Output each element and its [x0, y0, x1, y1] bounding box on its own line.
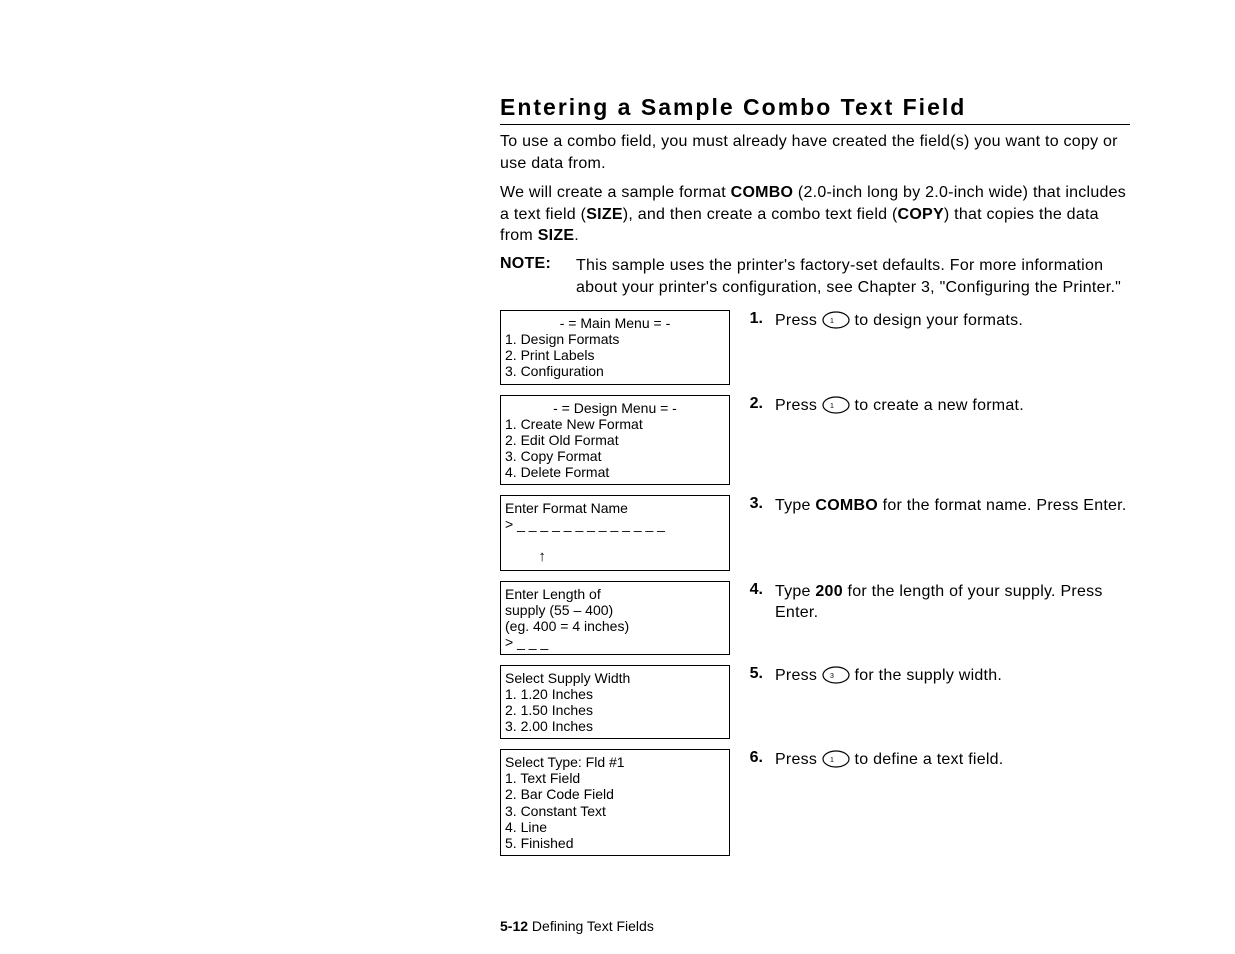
lcd-line: 2. Edit Old Format [505, 432, 725, 448]
step-row: Enter Length ofsupply (55 – 400)(eg. 400… [500, 581, 1130, 655]
step-text-pre: Press [775, 312, 822, 329]
key-1-icon: 1 [822, 750, 850, 768]
key-3-icon: 3 [822, 666, 850, 684]
intro-paragraph-1: To use a combo field, you must already h… [500, 131, 1130, 174]
lcd-line: 2. 1.50 Inches [505, 702, 725, 718]
lcd-column: Enter Length ofsupply (55 – 400)(eg. 400… [500, 581, 730, 655]
lcd-title: - = Main Menu = - [505, 315, 725, 331]
intro2-field3: SIZE [538, 227, 575, 244]
step-text: Type COMBO for the format name. Press En… [775, 495, 1130, 517]
lcd-line: 1. Text Field [505, 770, 725, 786]
step-text: Type 200 for the length of your supply. … [775, 581, 1130, 624]
intro2-format-name: COMBO [731, 184, 794, 201]
svg-text:1: 1 [830, 757, 834, 764]
step-number: 6. [730, 749, 775, 767]
step-row: - = Design Menu = -1. Create New Format2… [500, 395, 1130, 485]
lcd-line: 3. Constant Text [505, 803, 725, 819]
lcd-line: Enter Length of [505, 586, 725, 602]
lcd-column: Select Supply Width1. 1.20 Inches2. 1.50… [500, 665, 730, 739]
content-area: Entering a Sample Combo Text Field To us… [500, 94, 1130, 866]
step-number: 2. [730, 395, 775, 413]
step-text-seg: for the format name. Press Enter. [878, 497, 1127, 514]
lcd-line: 1. 1.20 Inches [505, 686, 725, 702]
note-label: NOTE: [500, 255, 576, 298]
lcd-column: - = Design Menu = -1. Create New Format2… [500, 395, 730, 485]
footer-page-number: 5-12 [500, 918, 528, 934]
step-row: Select Type: Fld #11. Text Field2. Bar C… [500, 749, 1130, 856]
step-number: 4. [730, 581, 775, 599]
lcd-line: (eg. 400 = 4 inches) [505, 618, 725, 634]
lcd-display: Enter Format Name> _ _ _ _ _ _ _ _ _ _ _… [500, 495, 730, 571]
lcd-title: - = Design Menu = - [505, 400, 725, 416]
intro2-mid2: ), and then create a combo text field ( [623, 206, 898, 223]
step-number: 5. [730, 665, 775, 683]
footer-chapter-title: Defining Text Fields [528, 918, 654, 934]
page: Entering a Sample Combo Text Field To us… [0, 0, 1235, 954]
step-number: 1. [730, 310, 775, 328]
step-text-seg: Type [775, 583, 815, 600]
lcd-line: 4. Delete Format [505, 464, 725, 480]
section-heading: Entering a Sample Combo Text Field [500, 94, 1130, 125]
step-text-post: for the supply width. [850, 667, 1002, 684]
step-text: Press 1 to define a text field. [775, 749, 1130, 771]
lcd-display: - = Main Menu = -1. Design Formats2. Pri… [500, 310, 730, 384]
lcd-line: 3. 2.00 Inches [505, 718, 725, 734]
lcd-column: Enter Format Name> _ _ _ _ _ _ _ _ _ _ _… [500, 495, 730, 571]
key-1-icon: 1 [822, 396, 850, 414]
step-text-post: to design your formats. [850, 312, 1023, 329]
lcd-display: - = Design Menu = -1. Create New Format2… [500, 395, 730, 485]
lcd-line: 1. Design Formats [505, 331, 725, 347]
lcd-line: 2. Print Labels [505, 347, 725, 363]
lcd-column: - = Main Menu = -1. Design Formats2. Pri… [500, 310, 730, 384]
lcd-line: 3. Copy Format [505, 448, 725, 464]
lcd-line: 1. Create New Format [505, 416, 725, 432]
svg-text:1: 1 [830, 403, 834, 410]
step-row: - = Main Menu = -1. Design Formats2. Pri… [500, 310, 1130, 384]
lcd-display: Select Supply Width1. 1.20 Inches2. 1.50… [500, 665, 730, 739]
lcd-line: > _ _ _ [505, 634, 725, 650]
page-footer: 5-12 Defining Text Fields [500, 918, 654, 934]
lcd-line: 4. Line [505, 819, 725, 835]
lcd-line: Select Supply Width [505, 670, 725, 686]
svg-text:3: 3 [830, 673, 834, 680]
lcd-line: 2. Bar Code Field [505, 786, 725, 802]
lcd-line: 3. Configuration [505, 363, 725, 379]
step-text-bold: 200 [815, 583, 842, 600]
step-text-bold: COMBO [815, 497, 878, 514]
note-text: This sample uses the printer's factory-s… [576, 255, 1130, 298]
step-text: Press 1 to create a new format. [775, 395, 1130, 417]
lcd-line: > _ _ _ _ _ _ _ _ _ _ _ _ _ [505, 516, 725, 532]
lcd-line: supply (55 – 400) [505, 602, 725, 618]
lcd-blank [505, 532, 725, 548]
intro2-end: . [574, 227, 579, 244]
lcd-display: Enter Length ofsupply (55 – 400)(eg. 400… [500, 581, 730, 655]
key-1-icon: 1 [822, 311, 850, 329]
step-text-post: to define a text field. [850, 751, 1004, 768]
lcd-line: Enter Format Name [505, 500, 725, 516]
lcd-column: Select Type: Fld #11. Text Field2. Bar C… [500, 749, 730, 856]
intro2-field2: COPY [898, 206, 944, 223]
intro-paragraph-2: We will create a sample format COMBO (2.… [500, 182, 1130, 247]
step-text-pre: Press [775, 397, 822, 414]
note-block: NOTE: This sample uses the printer's fac… [500, 255, 1130, 298]
lcd-line: 5. Finished [505, 835, 725, 851]
step-text-seg: Type [775, 497, 815, 514]
step-row: Select Supply Width1. 1.20 Inches2. 1.50… [500, 665, 1130, 739]
intro2-field1: SIZE [586, 206, 623, 223]
intro2-pre: We will create a sample format [500, 184, 731, 201]
step-text: Press 3 for the supply width. [775, 665, 1130, 687]
step-text-pre: Press [775, 751, 822, 768]
lcd-cursor-arrow: ↑ [505, 548, 725, 565]
step-text-pre: Press [775, 667, 822, 684]
step-text: Press 1 to design your formats. [775, 310, 1130, 332]
step-text-post: to create a new format. [850, 397, 1024, 414]
step-row: Enter Format Name> _ _ _ _ _ _ _ _ _ _ _… [500, 495, 1130, 571]
steps-list: - = Main Menu = -1. Design Formats2. Pri… [500, 310, 1130, 856]
svg-text:1: 1 [830, 318, 834, 325]
step-number: 3. [730, 495, 775, 513]
lcd-display: Select Type: Fld #11. Text Field2. Bar C… [500, 749, 730, 856]
lcd-line: Select Type: Fld #1 [505, 754, 725, 770]
